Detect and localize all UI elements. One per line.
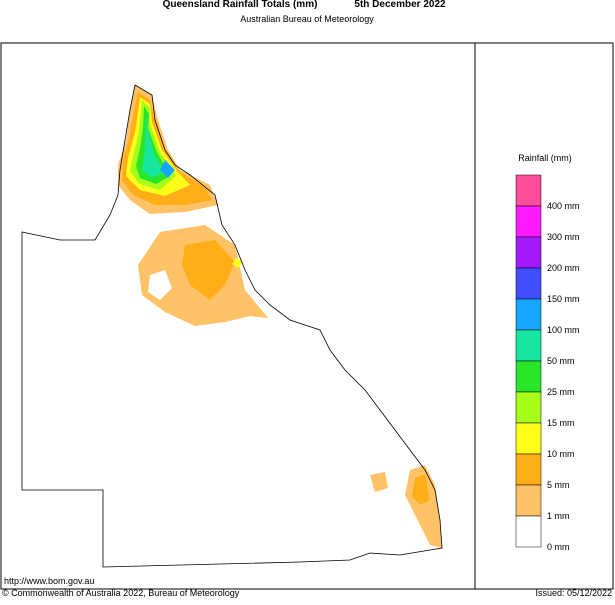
footer-url: http://www.bom.gov.au <box>4 576 94 586</box>
legend-label: 300 mm <box>547 232 580 242</box>
legend-swatch <box>515 329 542 362</box>
legend-label: 50 mm <box>547 356 575 366</box>
legend-swatch <box>515 267 542 300</box>
legend-label: 5 mm <box>547 480 570 490</box>
legend-swatch <box>515 360 542 393</box>
footer-issued: Issued: 05/12/2022 <box>535 588 612 598</box>
legend-swatch <box>515 174 542 207</box>
legend-swatch <box>515 422 542 455</box>
legend-label: 150 mm <box>547 294 580 304</box>
legend-label: 1 mm <box>547 511 570 521</box>
legend-label: 200 mm <box>547 263 580 273</box>
coastline <box>21 84 443 568</box>
legend-label: 0 mm <box>547 542 570 552</box>
legend-swatch <box>515 453 542 486</box>
legend-swatch <box>515 391 542 424</box>
legend-label: 100 mm <box>547 325 580 335</box>
map-subtitle: Australian Bureau of Meteorology <box>240 14 374 24</box>
footer-copyright: © Commonwealth of Australia 2022, Bureau… <box>2 588 240 598</box>
legend-label: 400 mm <box>547 201 580 211</box>
legend-label: 15 mm <box>547 418 575 428</box>
legend-swatch <box>515 236 542 269</box>
legend: 400 mm 300 mm 200 mm 150 mm 100 mm 50 mm 25 mm… <box>515 174 580 552</box>
legend-label: 10 mm <box>547 449 575 459</box>
legend-swatch <box>515 298 542 331</box>
map-date: 5th December 2022 <box>354 0 446 10</box>
legend-swatch <box>515 515 542 548</box>
map-title: Queensland Rainfall Totals (mm) <box>163 0 318 10</box>
legend-swatch <box>515 205 542 238</box>
rain-areas <box>118 85 442 548</box>
legend-title: Rainfall (mm) <box>518 153 572 163</box>
legend-swatch <box>515 484 542 517</box>
legend-label: 25 mm <box>547 387 575 397</box>
frame <box>0 42 614 590</box>
